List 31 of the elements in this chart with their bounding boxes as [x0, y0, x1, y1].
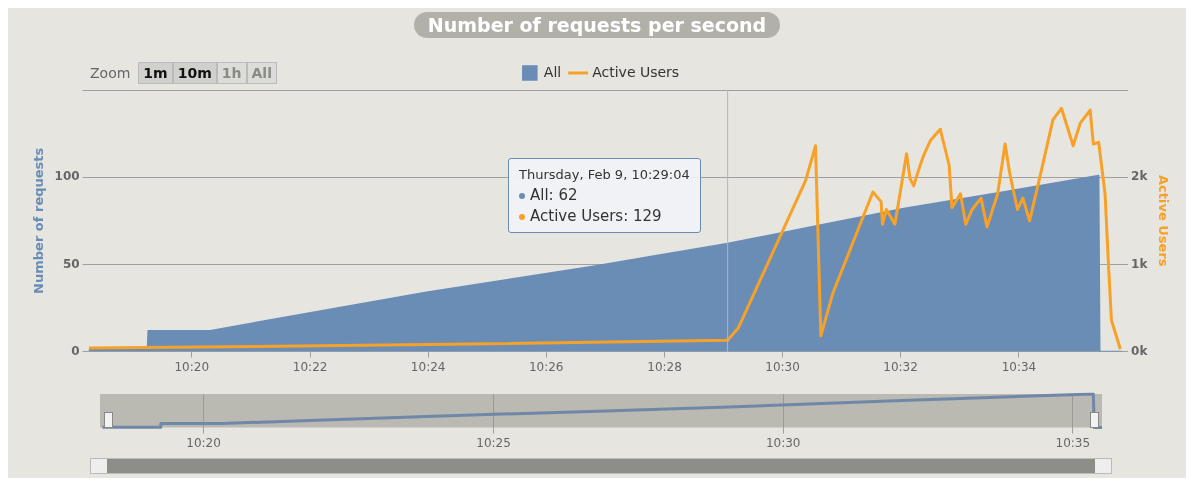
x-tick-label: 10:20	[186, 435, 221, 450]
text: Zoom	[90, 65, 131, 81]
text: 10m	[172, 62, 217, 84]
x-tick-label: 10:34	[1001, 359, 1037, 374]
annotation: All: 62	[530, 185, 578, 206]
annotation: Active Users: 129	[530, 206, 662, 227]
y-tick-label: 100	[54, 169, 80, 184]
x-tick-label: 10:20	[174, 359, 210, 374]
y2-tick-label: 1k	[1131, 256, 1149, 271]
x-tick-label: 10:28	[647, 359, 682, 374]
y-tick-label: 50	[62, 256, 80, 271]
text: 1h	[216, 62, 247, 84]
x-tick-label: 10:30	[765, 435, 801, 450]
x-tick-label: 10:26	[528, 359, 564, 374]
y2-axis-title: Active Users	[1155, 175, 1171, 267]
y-tick-label: 0	[71, 343, 80, 358]
text: All	[246, 62, 277, 84]
x-tick-label: 10:32	[883, 359, 918, 374]
y2-tick-label: 0k	[1131, 343, 1149, 358]
annotation: Thursday, Feb 9, 10:29:04	[519, 166, 690, 184]
legend-label: All	[543, 63, 562, 80]
x-tick-label: 10:24	[410, 359, 446, 374]
x-tick-label: 10:22	[292, 359, 328, 374]
x-tick-label: 10:35	[1055, 435, 1091, 450]
x-tick-label: 10:30	[765, 359, 800, 374]
y2-tick-label: 2k	[1131, 169, 1149, 184]
chart-title: Number of requests per second	[413, 12, 781, 38]
y-axis-title: Number of requests	[31, 147, 47, 294]
x-tick-label: 10:25	[476, 435, 511, 450]
legend-label: Active Users	[592, 63, 680, 80]
text: 1m	[138, 62, 173, 84]
